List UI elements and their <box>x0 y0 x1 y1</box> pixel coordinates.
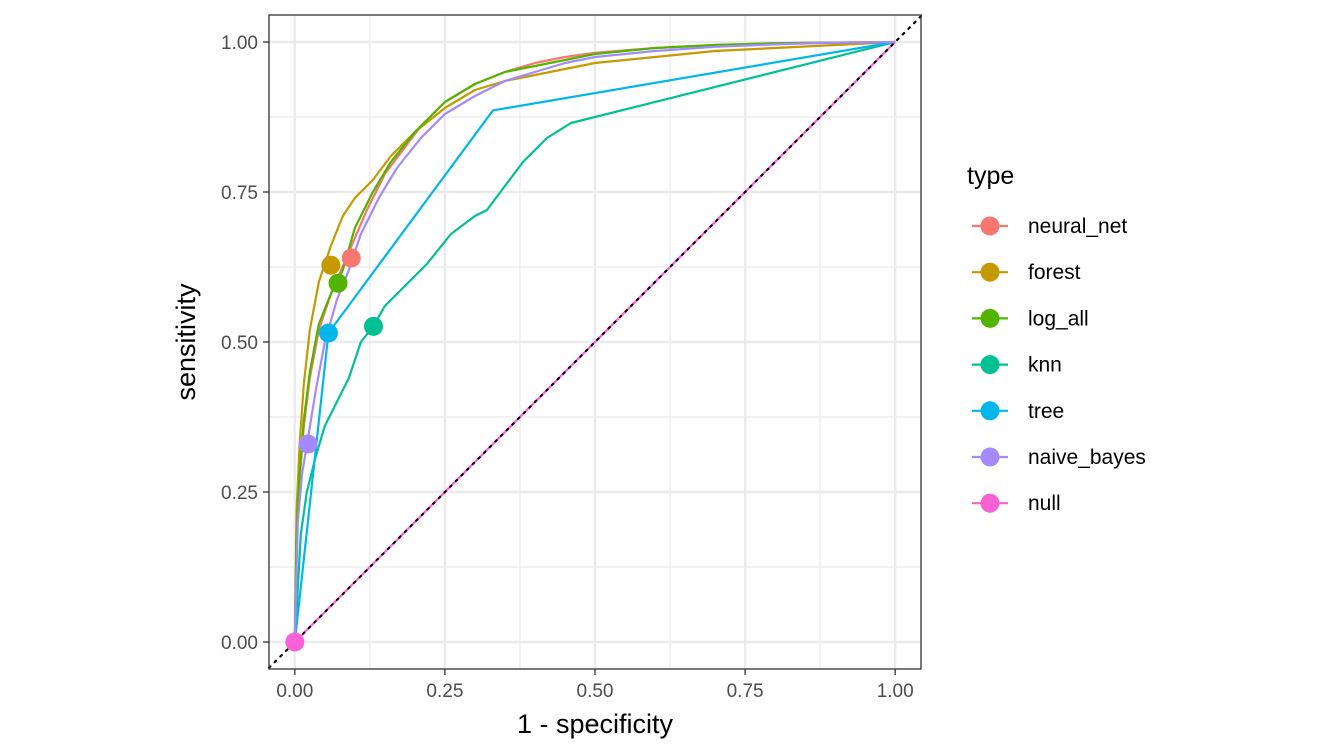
legend-key-point <box>980 447 1000 467</box>
legend-item-neural-net: neural_net <box>972 215 1127 238</box>
legend-key-point <box>980 216 1000 236</box>
legend-key-point <box>980 493 1000 513</box>
threshold-point-naive-bayes <box>298 434 318 454</box>
y-tick-label: 0.00 <box>221 633 258 654</box>
y-tick-label: 0.75 <box>221 183 258 204</box>
series-line-log-all <box>293 40 896 643</box>
legend-item-null: null <box>972 492 1061 515</box>
legend-item-knn: knn <box>972 354 1062 377</box>
x-axis-title: 1 - specificity <box>517 709 674 739</box>
y-axis: 0.00 0.25 0.50 0.75 1.00 <box>221 33 269 654</box>
threshold-point-null <box>285 632 305 652</box>
legend-label: tree <box>1028 400 1064 423</box>
x-tick-label: 0.00 <box>276 681 313 702</box>
y-tick-label: 0.50 <box>221 333 258 354</box>
x-axis: 0.00 0.25 0.50 0.75 1.00 <box>276 669 914 702</box>
legend-label: null <box>1028 492 1061 515</box>
legend-label: forest <box>1028 261 1081 284</box>
y-tick-label: 0.25 <box>221 483 258 504</box>
series-line-tree <box>293 40 896 643</box>
threshold-points <box>285 248 383 652</box>
threshold-point-tree <box>318 323 338 343</box>
threshold-point-forest <box>321 255 341 275</box>
y-tick-label: 1.00 <box>221 33 258 54</box>
legend-label: log_all <box>1028 307 1089 330</box>
threshold-point-neural-net <box>341 248 361 268</box>
legend-title: type <box>967 162 1014 190</box>
x-tick-label: 0.50 <box>577 681 614 702</box>
series-line-naive-bayes <box>293 40 896 643</box>
legend-key-point <box>980 308 1000 328</box>
series-line-knn <box>293 40 896 643</box>
reference-diagonal-overlay <box>268 15 922 669</box>
x-tick-label: 1.00 <box>877 681 914 702</box>
threshold-point-knn <box>363 316 383 336</box>
x-tick-label: 0.75 <box>727 681 764 702</box>
legend-label: neural_net <box>1028 215 1127 238</box>
legend-key-point <box>980 262 1000 282</box>
legend-item-tree: tree <box>972 400 1064 423</box>
legend-key-point <box>980 401 1000 421</box>
legend-label: naive_bayes <box>1028 446 1146 469</box>
series-lines <box>268 15 922 669</box>
legend-item-forest: forest <box>972 261 1081 284</box>
legend-item-log-all: log_all <box>972 307 1089 330</box>
legend-key-point <box>980 355 1000 375</box>
legend-label: knn <box>1028 354 1062 377</box>
threshold-point-log-all <box>328 273 348 293</box>
legend-item-naive-bayes: naive_bayes <box>972 446 1146 469</box>
y-axis-title: sensitivity <box>171 283 201 401</box>
series-line-forest <box>293 40 896 643</box>
x-tick-label: 0.25 <box>426 681 463 702</box>
